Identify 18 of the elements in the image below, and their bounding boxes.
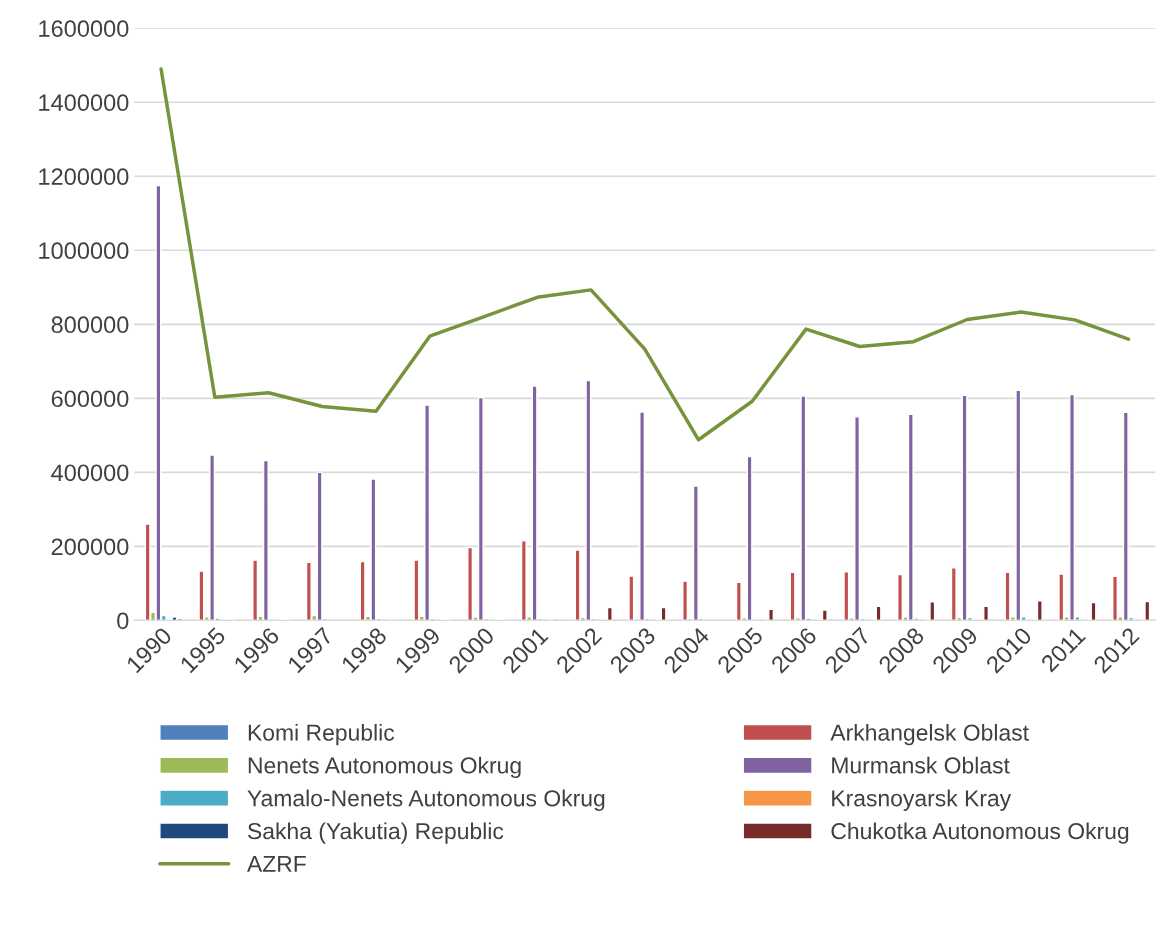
y-tick-label: 400000 <box>51 464 129 482</box>
y-tick-label: 200000 <box>51 538 129 556</box>
y-tick-label: 1600000 <box>39 20 129 37</box>
y-tick-label: 1400000 <box>39 94 129 112</box>
y-tick-label: 1000000 <box>39 242 129 260</box>
legend-label: Yamalo-Nenets Autonomous Okrug <box>247 789 605 811</box>
y-tick-label: 600000 <box>51 390 129 408</box>
legend-label: Arkhangelsk Oblast <box>830 723 1029 746</box>
y-tick-label: 1200000 <box>39 168 129 186</box>
legend-label: Nenets Autonomous Okrug <box>248 756 521 779</box>
y-tick-label: 0 <box>117 612 129 630</box>
legend-label: AZRF <box>247 856 306 872</box>
legend-label: Krasnoyarsk Kray <box>832 789 1012 811</box>
legend-label: Sakha (Yakutia) Republic <box>248 822 504 844</box>
y-tick-label: 800000 <box>51 316 129 334</box>
legend-label: Murmansk Oblast <box>832 756 1010 774</box>
legend-label: Komi Republic <box>248 723 395 746</box>
legend-label: Chukotka Autonomous Okrug <box>831 822 1129 844</box>
